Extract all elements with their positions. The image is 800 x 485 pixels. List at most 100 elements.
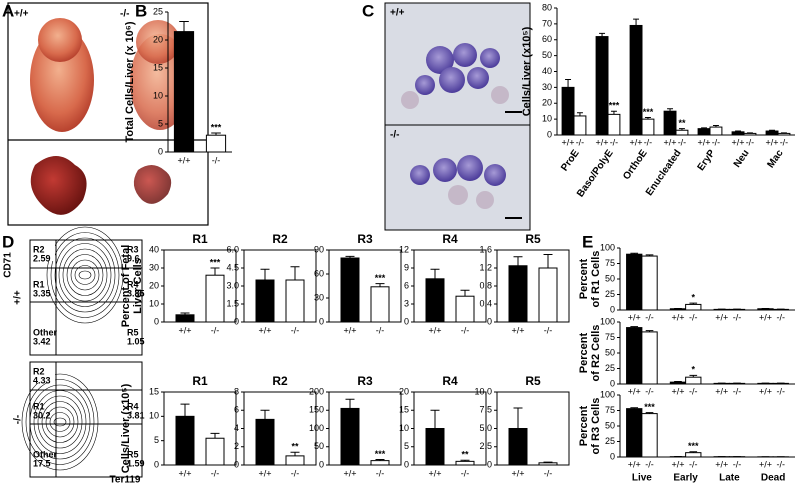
y-tick-label: 0 [610,378,615,388]
gate-value: 17.5 [33,458,51,468]
panel-c-micrographs [384,2,531,231]
y-tick-label: 10 [149,298,159,308]
error-bar [290,266,300,280]
contour [70,259,100,291]
y-tick-label: 20 [153,34,163,44]
error-bar [630,407,639,409]
significance: *** [688,441,699,451]
series-label: +/+ [715,386,728,396]
bar [607,113,621,136]
bar [285,455,305,466]
y-tick-label: 10 [153,90,163,100]
y-tick-label: 2.5 [479,441,492,451]
bar [641,331,658,385]
y-tick-label: 20 [399,386,409,396]
panel-label: B [135,1,147,20]
series-label: +/+ [630,137,643,147]
contour [25,379,95,465]
error-bar [645,254,654,257]
gate-value: 3.35 [33,288,51,298]
bar [425,278,445,323]
error-bar [610,110,617,115]
x-tick-label: +/+ [428,325,441,335]
series-label: +/+ [562,137,575,147]
plot-frame [243,391,317,466]
y-axis-label: Percent [578,332,590,373]
x-tick-label: -/- [376,468,385,478]
series-label: -/- [746,137,755,147]
gate-name: R2 [33,366,45,376]
y-tick-label: 10 [399,423,409,433]
y-tick-label: 0 [154,316,159,326]
series-label: -/- [576,137,585,147]
y-tick-label: 100 [309,423,324,433]
contour [41,401,79,443]
y-tick-label: 50 [542,50,552,60]
bar [538,462,558,466]
bar [626,327,643,385]
gate-name: R3 [127,244,139,254]
y-tick-label: 0 [234,316,239,326]
series-label: -/- [712,137,721,147]
contour [78,270,92,280]
contours [21,373,99,471]
panel-label: C [362,1,374,20]
bar [641,255,658,311]
series-label: -/- [645,459,654,469]
error-bar [290,451,300,456]
error-bar [180,312,190,315]
bar [697,128,711,136]
y-axis-label: Percent [578,258,590,299]
y-tick-label: 8 [234,386,239,396]
y-tick-label: 0 [610,451,615,461]
y-axis-label: Percent of Fetal [120,245,132,328]
x-tick-label: OrthoE [621,148,650,182]
y-tick-label: 100 [600,242,615,252]
panel-label: E [582,232,593,251]
error-bar [345,255,355,258]
contour [74,265,96,285]
x-tick-label: Dead [761,473,785,484]
error-bar [689,451,698,453]
x-tick-label: -/- [211,468,220,478]
bar [669,381,687,385]
bar [455,295,475,323]
error-bar [565,78,572,88]
series-label: -/- [645,312,654,322]
bar [641,413,658,458]
axis-label: CD71 [3,252,14,278]
y-tick-label: 30 [542,82,552,92]
x-tick-label: -/- [376,325,385,335]
series-label: +/+ [664,137,677,147]
error-bar [179,21,189,32]
y-axis-label: Cells/Liver (x10⁵) [521,26,533,116]
bar [685,452,702,458]
contour [62,248,108,302]
significance: * [692,365,696,375]
y-tick-label: 200 [309,386,324,396]
error-bar [211,132,221,136]
x-tick-label: +/+ [343,468,356,478]
chart-title: R2 [272,232,288,246]
x-tick-label: Early [673,473,698,484]
bar [175,314,195,323]
chart-title: R2 [272,374,288,388]
significance: *** [210,257,221,267]
significance: ** [461,450,469,460]
y-axis-label: Percent [578,405,590,446]
bar [255,418,275,466]
series-label: -/- [780,137,789,147]
genotype-label: -/- [120,9,129,20]
bar [629,24,643,136]
series-label: +/+ [628,312,641,322]
y-tick-label: 25 [153,6,163,16]
bar [285,279,305,323]
y-axis-label: of R1 Cells [590,251,602,308]
gate-name: R2 [33,244,45,254]
contours [46,226,124,324]
error-bar [375,283,385,287]
chart-title: R4 [442,374,458,388]
bar [255,279,275,323]
bar [508,428,528,466]
y-tick-label: 80 [542,2,552,12]
